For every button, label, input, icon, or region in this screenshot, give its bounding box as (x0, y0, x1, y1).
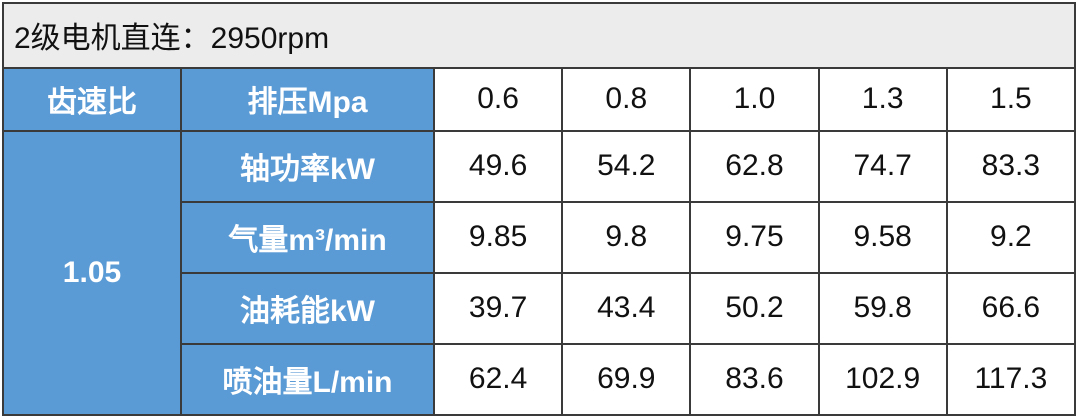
header-cell: 齿速比 (2, 66, 182, 132)
table-title: 2级电机直连：2950rpm (2, 2, 1076, 69)
row-label: 喷油量L/min (180, 342, 435, 417)
data-cell: 117.3 (945, 342, 1077, 417)
header-cell: 1.3 (817, 66, 948, 132)
header-cell: 排压Mpa (180, 66, 435, 132)
data-cell: 102.9 (817, 342, 948, 417)
data-cell: 9.58 (817, 200, 948, 274)
data-row: 气量m³/min 9.85 9.8 9.75 9.58 9.2 (3, 200, 1077, 274)
data-cell: 39.7 (432, 271, 564, 345)
data-cell: 62.4 (432, 342, 564, 417)
data-cell: 9.2 (945, 200, 1077, 274)
row-label: 轴功率kW (180, 129, 435, 203)
data-cell: 83.6 (689, 342, 820, 417)
row-label: 油耗能kW (180, 271, 435, 345)
header-cell: 1.5 (945, 66, 1077, 132)
data-cell: 62.8 (689, 129, 820, 203)
data-row: 喷油量L/min 62.4 69.9 83.6 102.9 117.3 (3, 342, 1077, 417)
data-cell: 83.3 (945, 129, 1077, 203)
header-cell: 1.0 (689, 66, 820, 132)
data-row: 油耗能kW 39.7 43.4 50.2 59.8 66.6 (3, 271, 1077, 345)
data-cell: 43.4 (561, 271, 692, 345)
data-row: 1.05 轴功率kW 49.6 54.2 62.8 74.7 83.3 (2, 129, 1077, 417)
data-cell: 66.6 (945, 271, 1077, 345)
data-cell: 9.75 (689, 200, 820, 274)
data-cell: 69.9 (561, 342, 692, 417)
data-cell: 49.6 (432, 129, 564, 203)
header-cell: 0.8 (561, 66, 692, 132)
data-cell: 9.8 (561, 200, 692, 274)
data-cell: 50.2 (689, 271, 820, 345)
group-cell: 1.05 (2, 129, 182, 417)
data-cell: 74.7 (817, 129, 948, 203)
data-cell: 59.8 (817, 271, 948, 345)
header-cell: 0.6 (432, 66, 564, 132)
row-label: 气量m³/min (180, 200, 435, 274)
data-cell: 9.85 (432, 200, 564, 274)
header-row: 齿速比 排压Mpa 0.6 0.8 1.0 1.3 1.5 (2, 66, 1077, 132)
data-cell: 54.2 (561, 129, 692, 203)
